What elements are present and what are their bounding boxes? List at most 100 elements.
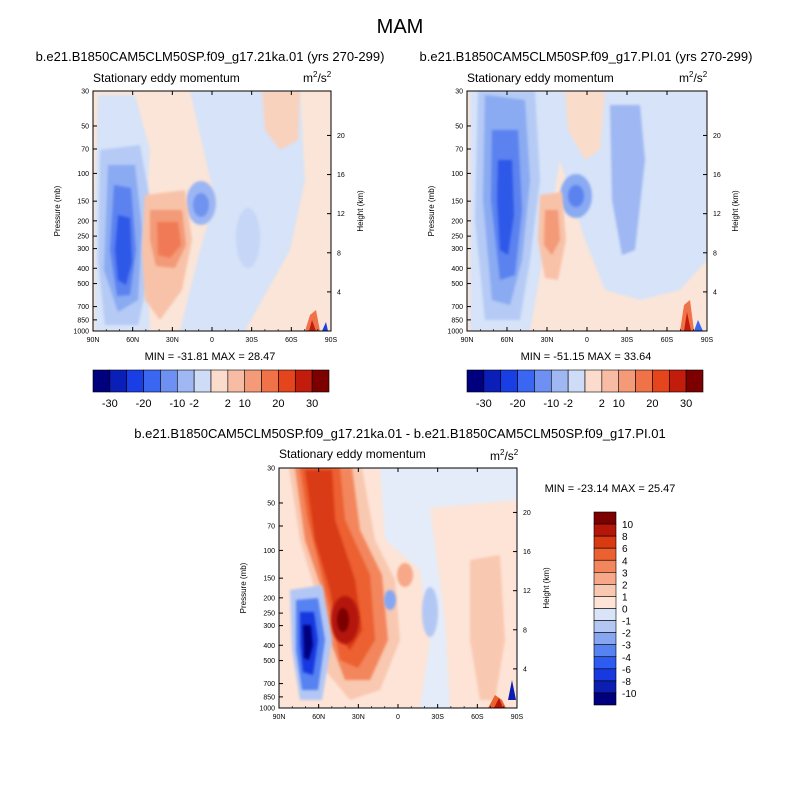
y-tick-label: 1000	[447, 329, 463, 336]
panel-difference-subtitle: Stationary eddy momentum	[279, 447, 426, 461]
y-tick-label: 400	[451, 266, 463, 273]
panel-case-colorbar: -30 -20 -10 -2 2 10 20 30	[92, 369, 330, 410]
panel-case: b.e21.B1850CAM5CLM50SP.f09_g17.21ka.01 (…	[36, 49, 385, 410]
colorbar-swatch	[550, 369, 569, 393]
y-tick-label: 850	[451, 317, 463, 324]
panel-control-colorbar: -30 -20 -10 -2 2 10 20 30	[466, 369, 704, 410]
colorbar-swatch	[593, 511, 617, 525]
y-tick-label: 100	[77, 171, 89, 178]
height-tick-label: 20	[713, 133, 721, 140]
colorbar-swatch	[500, 369, 518, 393]
height-tick-label: 16	[523, 549, 531, 556]
y-tick-label: 700	[451, 304, 463, 311]
panel-difference-contour-neg-5	[384, 590, 396, 610]
colorbar-label: -10	[622, 689, 637, 700]
colorbar-swatch	[227, 369, 246, 393]
y-tick-label: 70	[81, 146, 89, 153]
colorbar-label: 10	[622, 520, 634, 531]
colorbar-swatch	[668, 369, 687, 393]
height-tick-label: 4	[337, 289, 341, 296]
panel-control-contour-neg-9	[694, 320, 703, 331]
colorbar-label: -1	[622, 617, 631, 628]
colorbar-label: -10	[543, 398, 559, 410]
panel-case-title: b.e21.B1850CAM5CLM50SP.f09_g17.21ka.01 (…	[36, 49, 385, 64]
y-tick-label: 200	[451, 218, 463, 225]
panel-case-ylabel: Pressure (mb)	[53, 185, 62, 236]
colorbar-label: 20	[272, 398, 284, 410]
x-tick-label: 60S	[661, 337, 674, 344]
y-tick-label: 1000	[259, 706, 275, 713]
panel-control-contour-neg-5	[497, 160, 514, 255]
y-tick-label: 150	[451, 199, 463, 206]
x-tick-label: 30S	[245, 337, 258, 344]
x-tick-label: 0	[585, 337, 589, 344]
colorbar-swatch	[126, 369, 144, 393]
panel-case-contour-pos-4	[262, 91, 300, 150]
y-tick-label: 70	[267, 523, 275, 530]
colorbar-label: 30	[680, 398, 692, 410]
panel-case-contour-pos-5	[305, 310, 320, 331]
colorbar-swatch	[593, 620, 617, 633]
panel-control-subtitle: Stationary eddy momentum	[467, 71, 614, 85]
panel-case-contour-neg-1	[180, 91, 305, 331]
colorbar-swatch	[593, 692, 617, 706]
colorbar-swatch	[109, 369, 128, 393]
colorbar-label: 1	[622, 592, 628, 603]
panel-difference: b.e21.B1850CAM5CLM50SP.f09_g17.21ka.01 -…	[134, 426, 675, 721]
panel-difference-contour-pos-12	[494, 698, 503, 708]
x-tick-label: 90N	[273, 714, 286, 721]
x-tick-label: 90S	[701, 337, 714, 344]
panel-control-right-ylabel: Height (km)	[731, 190, 740, 232]
y-tick-label: 850	[263, 694, 275, 701]
height-tick-label: 4	[523, 666, 527, 673]
x-tick-label: 30S	[431, 714, 444, 721]
y-tick-label: 850	[77, 317, 89, 324]
y-tick-label: 250	[263, 611, 275, 618]
y-tick-label: 700	[263, 681, 275, 688]
colorbar-label: 2	[622, 580, 628, 591]
x-tick-label: 90N	[87, 337, 100, 344]
height-tick-label: 12	[523, 588, 531, 595]
x-tick-label: 30S	[621, 337, 634, 344]
colorbar-label: 6	[622, 544, 628, 555]
colorbar-swatch	[593, 608, 617, 621]
y-tick-label: 400	[77, 266, 89, 273]
colorbar-swatch	[143, 369, 161, 393]
colorbar-swatch	[593, 559, 617, 573]
y-tick-label: 250	[451, 234, 463, 241]
panel-difference-contour-pos-10	[397, 563, 413, 587]
panel-difference-contour-neg-4	[303, 625, 313, 660]
colorbar-swatch	[593, 668, 617, 682]
colorbar-swatch	[210, 369, 229, 393]
colorbar-label: 10	[613, 398, 625, 410]
height-tick-label: 20	[523, 510, 531, 517]
colorbar-label: -2	[189, 398, 199, 410]
panel-case-contour-neg-9	[236, 208, 260, 268]
x-tick-label: 90S	[511, 714, 524, 721]
colorbar-swatch	[176, 369, 195, 393]
y-tick-label: 30	[267, 466, 275, 473]
colorbar-swatch	[160, 369, 178, 393]
height-tick-label: 16	[337, 172, 345, 179]
y-tick-label: 50	[455, 123, 463, 130]
panel-case-subtitle: Stationary eddy momentum	[93, 71, 240, 85]
x-tick-label: 30N	[541, 337, 554, 344]
colorbar-label: -8	[622, 677, 631, 688]
panel-difference-contour-neg-7	[508, 680, 516, 700]
panel-control-title: b.e21.B1850CAM5CLM50SP.f09_g17.PI.01 (yr…	[420, 49, 753, 64]
panel-control: b.e21.B1850CAM5CLM50SP.f09_g17.PI.01 (yr…	[420, 49, 753, 410]
height-tick-label: 8	[523, 627, 527, 634]
panel-control-contour-pos-5	[684, 312, 691, 331]
y-tick-label: 700	[77, 304, 89, 311]
panel-control-stats: MIN = -51.15 MAX = 33.64	[521, 351, 652, 363]
colorbar-swatch	[593, 644, 617, 658]
colorbar-label: -2	[622, 629, 631, 640]
x-tick-label: 60S	[285, 337, 298, 344]
y-tick-label: 500	[77, 281, 89, 288]
colorbar-label: 3	[622, 568, 628, 579]
x-tick-label: 60N	[501, 337, 514, 344]
y-tick-label: 50	[81, 123, 89, 130]
panel-case-units: m2/s2	[303, 70, 332, 85]
panel-difference-title: b.e21.B1850CAM5CLM50SP.f09_g17.21ka.01 -…	[134, 426, 665, 441]
